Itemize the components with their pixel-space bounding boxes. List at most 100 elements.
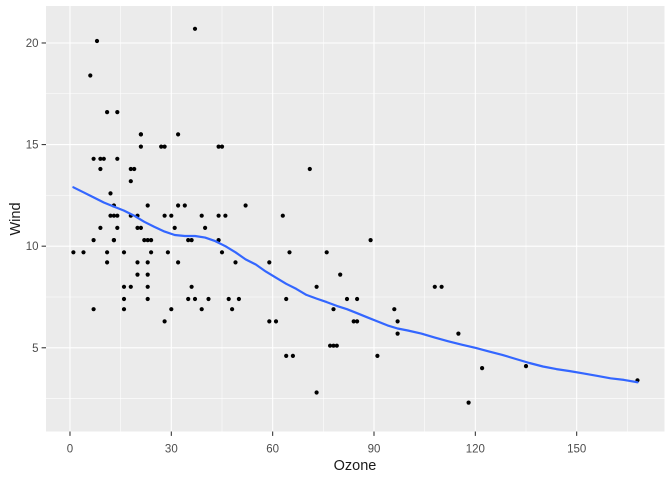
data-point <box>91 156 96 161</box>
data-point <box>466 400 471 405</box>
data-point <box>236 296 241 302</box>
data-point <box>287 250 292 255</box>
data-point <box>115 156 120 161</box>
data-point <box>145 284 150 289</box>
data-point <box>105 260 110 265</box>
data-point <box>135 260 140 265</box>
data-point <box>145 203 150 208</box>
data-point <box>219 250 225 255</box>
data-point <box>523 364 529 369</box>
smooth-line <box>72 186 639 384</box>
data-point <box>145 296 150 302</box>
data-point <box>98 166 103 172</box>
data-point <box>334 343 339 348</box>
data-point <box>108 191 113 196</box>
data-point <box>91 307 96 312</box>
data-point <box>159 144 164 149</box>
y-tick-label: 20 <box>26 38 39 50</box>
x-tick-label: 30 <box>165 444 178 456</box>
data-point <box>189 284 194 289</box>
data-point <box>324 250 329 255</box>
data-point <box>149 238 154 243</box>
y-tick-label: 10 <box>26 241 39 253</box>
data-point <box>331 307 336 312</box>
data-point <box>226 296 231 302</box>
data-point <box>456 331 461 336</box>
data-point <box>284 296 289 302</box>
data-point <box>115 213 120 218</box>
data-point <box>203 225 208 230</box>
data-point <box>162 144 167 149</box>
data-point <box>216 213 221 218</box>
y-axis-title: Wind <box>8 202 24 235</box>
data-point <box>105 250 110 255</box>
data-point <box>71 250 76 255</box>
data-point <box>186 238 191 243</box>
data-point <box>192 296 198 302</box>
x-tick-label: 60 <box>266 444 279 456</box>
data-point <box>186 296 191 302</box>
data-point <box>128 179 133 184</box>
y-tick-label: 15 <box>26 140 39 152</box>
data-point <box>145 238 150 243</box>
data-point <box>165 250 170 255</box>
data-point <box>98 156 103 161</box>
data-point <box>223 213 228 218</box>
data-point <box>176 203 181 208</box>
data-point <box>243 203 248 208</box>
plot-panel-layer <box>46 6 665 432</box>
data-point <box>145 260 150 265</box>
plot-panel <box>46 6 665 432</box>
data-point <box>439 284 444 289</box>
data-point <box>395 331 400 336</box>
x-tick-label: 150 <box>567 444 586 456</box>
data-point <box>284 353 289 358</box>
data-point <box>375 353 380 358</box>
data-point <box>233 260 238 265</box>
data-point <box>314 284 319 289</box>
data-point <box>355 319 360 324</box>
data-point <box>368 238 373 243</box>
data-point <box>172 225 177 230</box>
data-point <box>219 144 225 149</box>
data-point <box>182 203 187 208</box>
x-tick-label: 120 <box>466 444 485 456</box>
data-point <box>115 225 120 230</box>
data-point <box>121 307 127 312</box>
data-point <box>105 110 110 115</box>
data-point <box>81 250 86 255</box>
data-point <box>328 343 333 348</box>
data-point <box>162 319 167 324</box>
data-point <box>88 73 93 78</box>
y-tick-label: 5 <box>32 343 38 355</box>
data-point <box>121 296 127 302</box>
data-point <box>101 156 106 161</box>
x-tick-label: 0 <box>67 444 73 456</box>
data-point <box>94 38 100 44</box>
data-point <box>355 296 360 302</box>
data-point <box>91 238 96 243</box>
data-point <box>121 284 127 289</box>
x-axis-title: Ozone <box>334 458 377 474</box>
data-point <box>480 366 485 371</box>
data-point <box>142 238 147 243</box>
data-point <box>199 213 204 218</box>
data-point <box>135 272 140 277</box>
data-point <box>344 296 350 302</box>
data-point <box>138 225 143 230</box>
data-point <box>169 213 174 218</box>
data-point <box>307 166 312 172</box>
data-point <box>111 238 116 243</box>
data-point <box>206 296 211 302</box>
data-point <box>199 307 204 312</box>
axis-ticks-and-labels: 0 30 60 90 120 150 5 10 15 20 <box>26 38 587 456</box>
data-point <box>230 307 235 312</box>
data-point <box>169 307 174 312</box>
data-point <box>108 213 113 218</box>
data-point <box>432 284 437 289</box>
data-point <box>111 213 116 218</box>
data-point <box>395 319 400 324</box>
data-point <box>331 343 336 348</box>
data-point <box>392 307 397 312</box>
